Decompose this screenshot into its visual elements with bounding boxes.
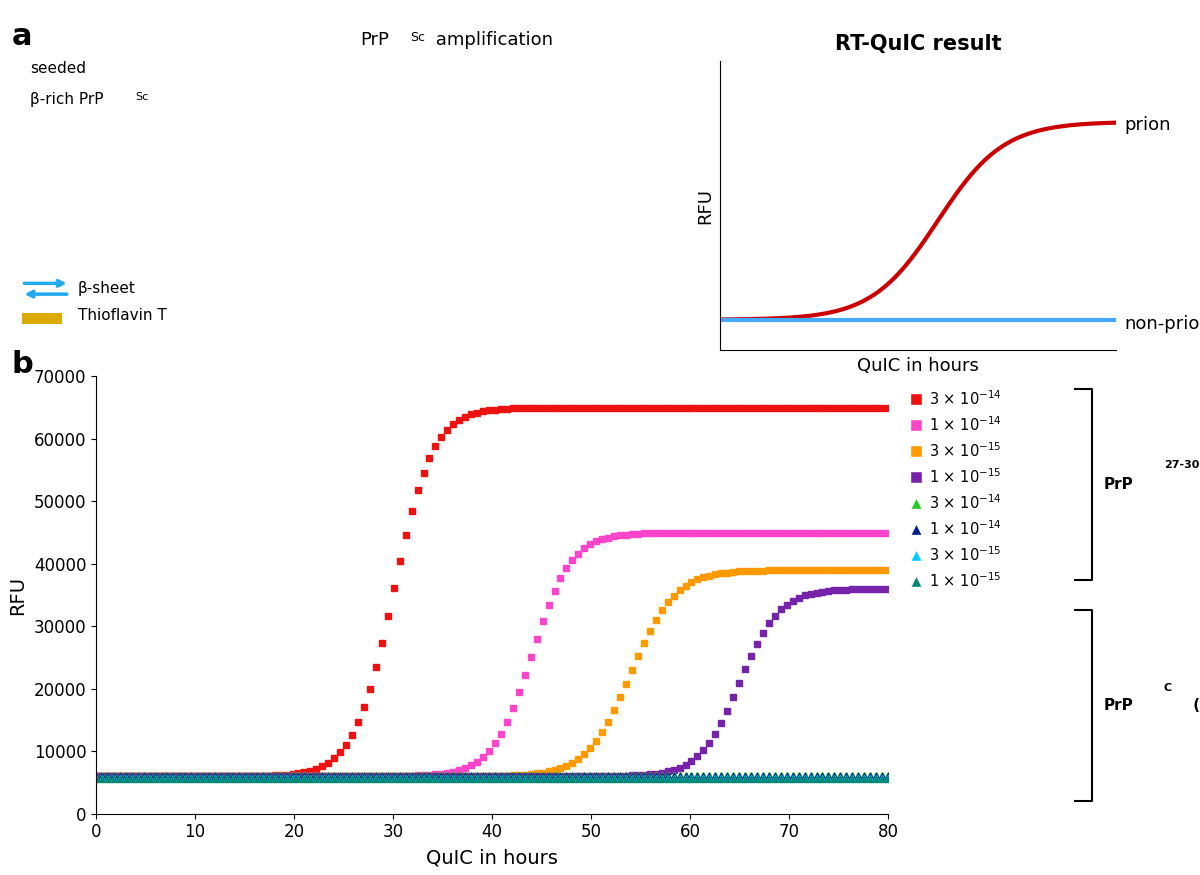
Text: PrP: PrP (1104, 477, 1134, 492)
Text: PrP: PrP (1104, 698, 1134, 713)
Text: β-rich PrP: β-rich PrP (30, 92, 103, 107)
Text: seeded: seeded (30, 61, 86, 76)
Text: amplification: amplification (430, 31, 552, 49)
Text: C: C (1164, 683, 1172, 693)
Y-axis label: RFU: RFU (696, 187, 714, 224)
X-axis label: QuIC in hours: QuIC in hours (857, 357, 979, 375)
Text: Sc: Sc (410, 31, 426, 44)
X-axis label: QuIC in hours: QuIC in hours (426, 849, 558, 867)
Text: β-sheet: β-sheet (78, 281, 136, 297)
Text: non-prion: non-prion (1124, 315, 1200, 333)
Y-axis label: RFU: RFU (7, 576, 26, 614)
Text: (g): (g) (1188, 698, 1200, 713)
Text: b: b (12, 350, 34, 379)
Legend: 3 × 10$^{-14}$, 1 × 10$^{-14}$, 3 × 10$^{-15}$, 1 × 10$^{-15}$, 3 × 10$^{-14}$, : 3 × 10$^{-14}$, 1 × 10$^{-14}$, 3 × 10$^… (904, 383, 1008, 596)
Text: Sc: Sc (136, 92, 149, 102)
Text: a: a (12, 22, 32, 51)
Bar (22, 313, 62, 324)
Text: Thioflavin T: Thioflavin T (78, 307, 167, 323)
Text: PrP: PrP (360, 31, 389, 49)
Text: prion: prion (1124, 116, 1170, 134)
Text: 27-30: 27-30 (1164, 460, 1199, 470)
Title: RT-QuIC result: RT-QuIC result (835, 34, 1001, 54)
